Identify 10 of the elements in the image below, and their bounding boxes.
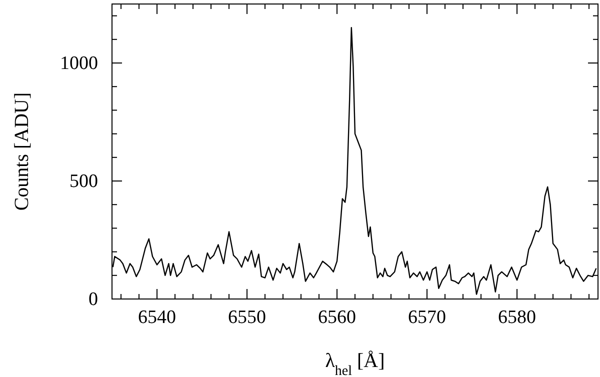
x-tick-label: 6550 bbox=[228, 307, 266, 328]
y-tick-label: 500 bbox=[70, 171, 98, 192]
x-tick-label: 6540 bbox=[138, 307, 176, 328]
x-tick-label: 6580 bbox=[498, 307, 536, 328]
x-axis-title: λ$_{hel}$ [Å] bbox=[325, 350, 385, 377]
x-tick-label: 6570 bbox=[408, 307, 446, 328]
y-tick-label: 0 bbox=[88, 289, 98, 310]
y-tick-label: 1000 bbox=[60, 53, 98, 74]
x-tick-label: 6560 bbox=[318, 307, 356, 328]
y-axis-title: Counts [ADU] bbox=[11, 92, 33, 211]
